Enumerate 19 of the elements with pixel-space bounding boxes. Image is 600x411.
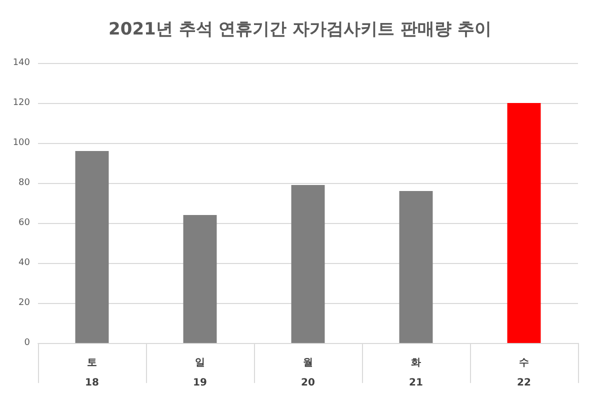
bar — [183, 215, 217, 343]
y-tick-label: 20 — [18, 298, 30, 308]
bar — [399, 191, 433, 343]
y-tick-label: 120 — [12, 98, 30, 108]
y-tick-label: 80 — [18, 178, 30, 188]
bar — [291, 185, 325, 343]
x-tick-label: 화 21 — [409, 358, 423, 388]
chart-title: 2021년 추석 연휴기간 자가검사키트 판매량 추이 — [108, 20, 492, 40]
x-tick-label: 월 20 — [301, 358, 315, 388]
x-tick-label: 일 19 — [193, 358, 207, 388]
x-tick-label: 토 18 — [85, 358, 99, 388]
y-tick-label: 100 — [12, 138, 30, 148]
y-tick-label: 60 — [18, 218, 30, 228]
y-tick-label: 0 — [24, 338, 30, 348]
y-tick-label: 140 — [12, 58, 30, 68]
bar — [75, 151, 109, 343]
bar — [507, 103, 541, 343]
x-tick-label: 수 22 — [517, 358, 531, 388]
y-tick-label: 40 — [18, 258, 30, 268]
